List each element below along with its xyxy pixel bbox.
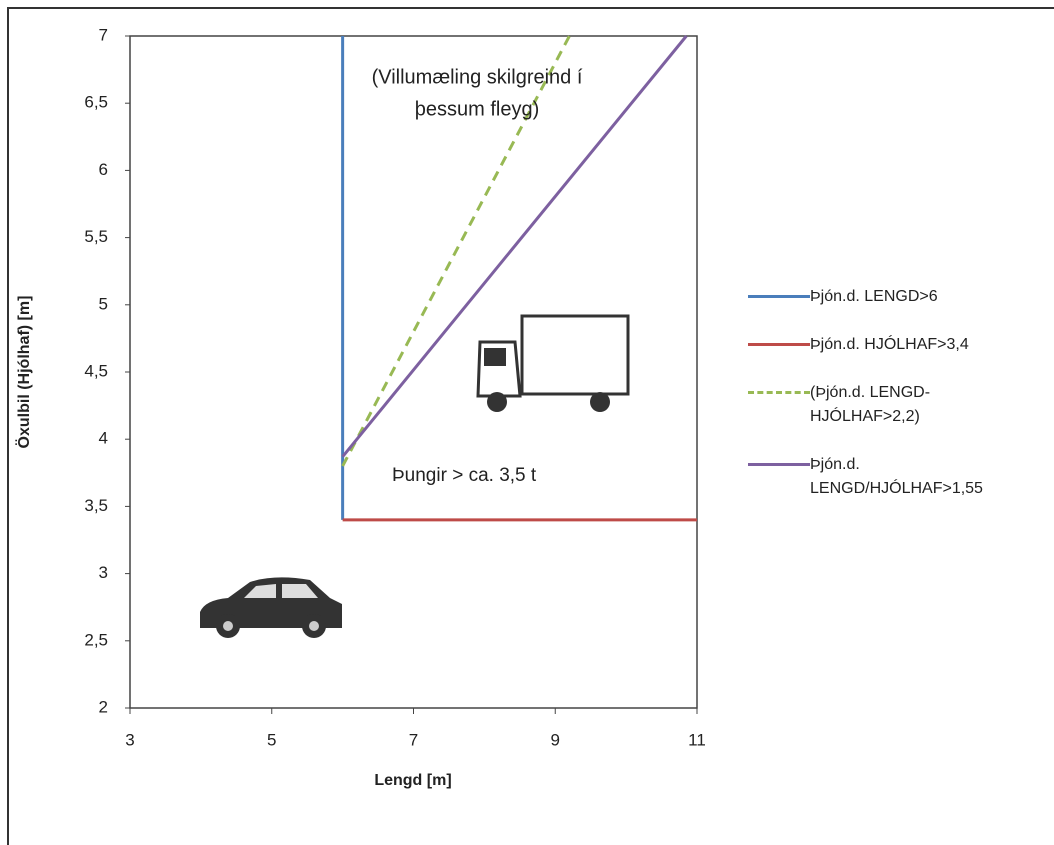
x-tick-label: 7 [409,730,418,749]
x-axis-label: Lengd [m] [374,772,451,789]
x-tick-label: 11 [688,730,706,749]
y-tick-label: 2,5 [84,630,108,649]
legend-label: Þjón.d. LENGD>6 [810,288,938,305]
legend: Þjón.d. LENGD>6 Þjón.d. HJÓLHAF>3,4 (Þjón.… [748,285,1048,525]
y-tick-label: 4 [99,429,108,448]
legend-item: Þjón.d. LENGD>6 [748,285,1048,309]
legend-swatch [748,391,810,394]
x-tick-label: 5 [267,730,276,749]
y-tick-label: 3,5 [84,496,108,515]
y-tick-label: 4,5 [84,361,108,380]
y-tick-label: 6 [99,160,108,179]
legend-label: Þjón.d. HJÓLHAF>3,4 [810,336,969,353]
y-tick-label: 2 [99,697,108,716]
legend-swatch [748,295,810,298]
x-tick-label: 9 [551,730,560,749]
annotation: (Villumæling skilgreind í [372,66,583,88]
y-tick-label: 5 [99,294,108,313]
y-axis-label: Öxulbil (Hjólhaf) [m] [14,296,33,449]
truck-icon [476,314,630,412]
frame [7,7,1054,845]
legend-label: (Þjón.d. LENGD-HJÓLHAF>2,2) [810,384,931,425]
y-tick-label: 5,5 [84,227,108,246]
legend-item: Þjón.d. HJÓLHAF>3,4 [748,333,1048,357]
y-tick-label: 6,5 [84,93,108,112]
x-tick-label: 3 [125,730,134,749]
y-tick-label: 3 [99,563,108,582]
annotation: Þungir > ca. 3,5 t [392,465,537,486]
series-line [341,35,688,458]
legend-swatch [748,343,810,346]
legend-item: (Þjón.d. LENGD-HJÓLHAF>2,2) [748,381,1048,429]
car-icon [200,577,342,638]
annotation: þessum fleyg) [415,98,540,120]
legend-label: Þjón.d. LENGD/HJÓLHAF>1,55 [810,456,983,497]
y-tick-label: 7 [99,25,108,44]
series-line [341,35,571,467]
legend-swatch [748,463,810,466]
legend-item: Þjón.d. LENGD/HJÓLHAF>1,55 [748,453,1048,501]
